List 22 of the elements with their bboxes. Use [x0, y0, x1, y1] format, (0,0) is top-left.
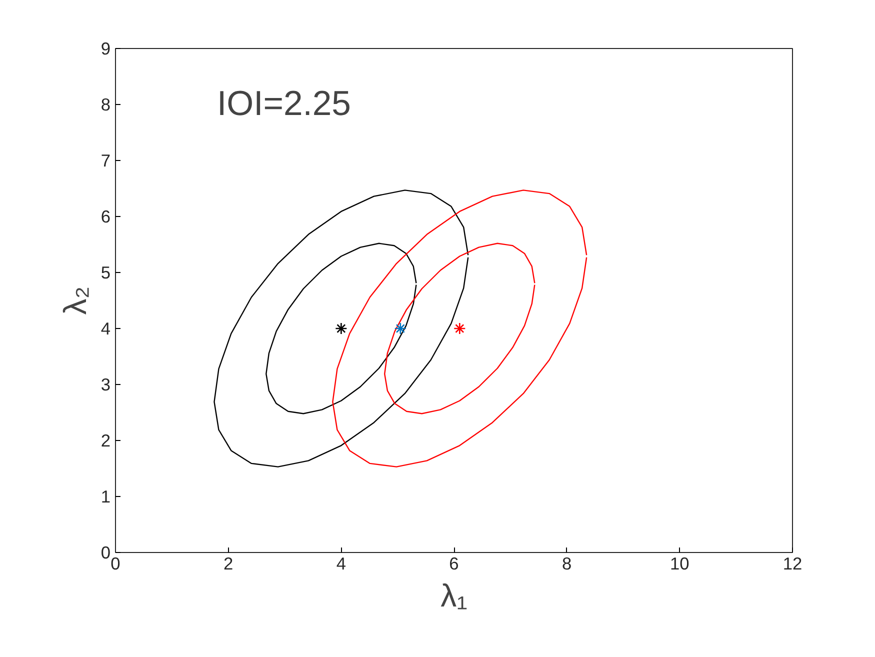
x-tick-label: 2	[224, 554, 234, 574]
y-tick-label: 6	[100, 206, 111, 226]
y-tick-label: 7	[100, 150, 111, 170]
y-tick-label: 2	[100, 430, 111, 450]
x-tick-label: 10	[670, 554, 690, 574]
y-axis-title: λ₂	[56, 286, 93, 315]
y-tick-label: 9	[100, 38, 111, 58]
line-series	[266, 242, 417, 414]
x-tick-label: 4	[336, 554, 346, 574]
y-tick-label: 8	[100, 94, 111, 114]
y-tick-label: 5	[100, 262, 111, 282]
annotation: IOI=2.25	[217, 84, 351, 123]
x-tick-label: 6	[449, 554, 459, 574]
line-series	[384, 242, 536, 414]
y-tick-label: 1	[100, 486, 111, 506]
line-series	[332, 190, 588, 468]
x-axis-title: λ₁	[440, 578, 468, 614]
x-tick-label: 12	[782, 554, 802, 574]
y-tick-label: 4	[100, 318, 111, 338]
line-series	[214, 190, 469, 468]
y-tick-label: 3	[100, 374, 111, 394]
x-tick-label: 8	[562, 554, 572, 574]
